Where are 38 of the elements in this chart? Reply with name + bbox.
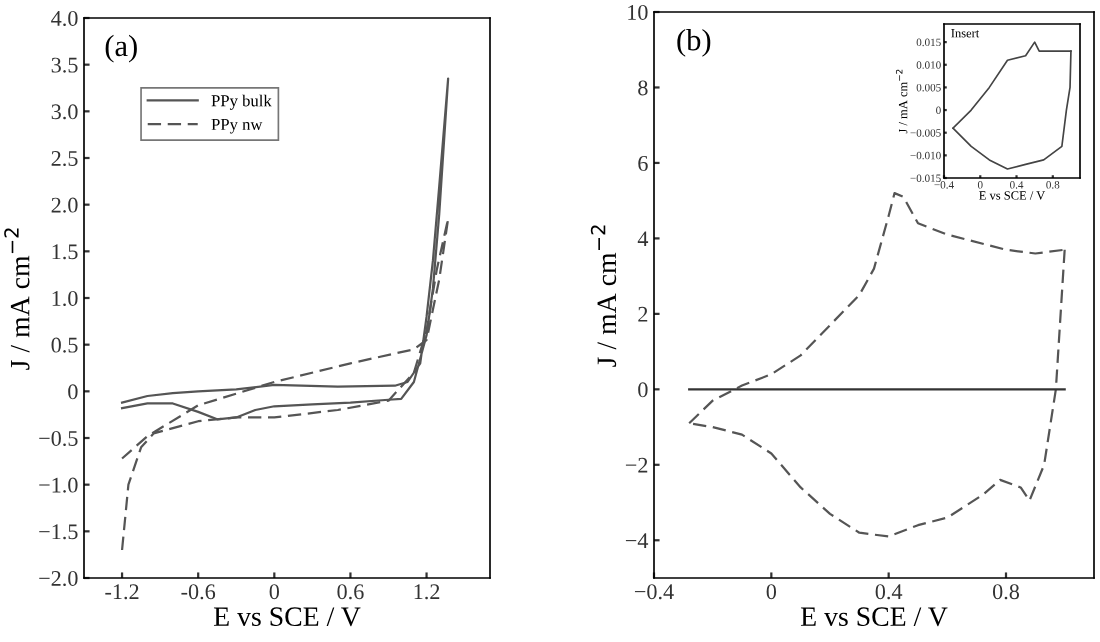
x-axis-title: E vs SCE / V bbox=[213, 607, 361, 627]
x-tick-label: 0.6 bbox=[337, 584, 364, 600]
legend-label: PPy bulk bbox=[211, 94, 272, 110]
x-tick-label: 1.2 bbox=[414, 584, 440, 600]
y-tick-label: −1.5 bbox=[39, 524, 78, 540]
x-axis-title: E vs SCE / V bbox=[800, 607, 948, 627]
y-tick-label: 0 bbox=[638, 382, 648, 398]
y-tick-label: 2.5 bbox=[51, 150, 78, 167]
y-tick-label: 0 bbox=[68, 384, 78, 400]
x-tick-label: 0.4 bbox=[875, 584, 903, 600]
y-tick-label: 4.0 bbox=[51, 10, 78, 27]
y-tick-label: 4 bbox=[637, 231, 649, 247]
y-tick-label: −0.5 bbox=[39, 430, 78, 447]
y-tick-label: 2 bbox=[638, 306, 648, 322]
y-tick-label: 8 bbox=[638, 80, 648, 96]
y-axis-title: J / mA cm$^{−2}$ bbox=[4, 228, 30, 370]
x-tick-label: 0.8 bbox=[992, 584, 1020, 600]
annotation: (a) bbox=[105, 34, 137, 63]
y-tick-label: −2 bbox=[625, 457, 648, 473]
y-tick-label: 1.0 bbox=[52, 290, 78, 307]
legend-label: PPy nw bbox=[211, 118, 263, 134]
y-tick-label: 0.5 bbox=[51, 337, 78, 353]
y-tick-label: 1.5 bbox=[52, 244, 78, 260]
y-tick-label: 2.0 bbox=[51, 197, 78, 213]
y-tick-label: −1.0 bbox=[39, 477, 78, 493]
x-tick-label: -1.2 bbox=[105, 584, 139, 600]
x-tick-label: 0 bbox=[766, 584, 777, 600]
y-axis-title: J / mA cm$^{−2}$ bbox=[590, 225, 617, 367]
y-tick-label: 3.0 bbox=[51, 104, 78, 120]
x-tick-label: −0.4 bbox=[634, 584, 674, 600]
annotation: (b) bbox=[677, 28, 711, 57]
y-tick-label: −4 bbox=[625, 533, 649, 548]
y-tick-label: 3.5 bbox=[51, 57, 78, 73]
y-tick-label: 10 bbox=[628, 4, 648, 20]
x-tick-label: 0 bbox=[269, 584, 280, 600]
y-tick-label: 6 bbox=[638, 155, 648, 171]
y-tick-label: −2.0 bbox=[39, 570, 78, 587]
x-tick-label: -0.6 bbox=[181, 584, 216, 600]
